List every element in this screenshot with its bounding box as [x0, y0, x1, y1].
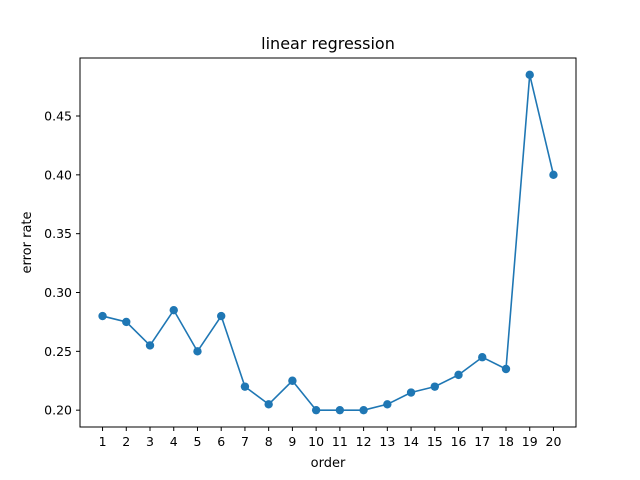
data-point	[288, 376, 297, 385]
x-tick-label: 4	[170, 434, 178, 449]
x-tick-label: 17	[474, 434, 490, 449]
y-tick-label: 0.25	[44, 344, 72, 359]
x-tick-label: 7	[241, 434, 249, 449]
data-point	[549, 170, 558, 180]
x-tick-label: 20	[546, 434, 562, 449]
series-line-group	[98, 70, 558, 415]
data-point	[193, 347, 202, 356]
series-line	[102, 74, 555, 411]
data-point	[311, 405, 321, 415]
data-point	[122, 317, 131, 327]
y-tick-label: 0.20	[44, 403, 72, 418]
x-tick-label: 6	[217, 434, 225, 449]
x-tick-label: 5	[193, 434, 201, 449]
y-tick-label: 0.35	[44, 226, 72, 241]
x-tick-label: 19	[522, 434, 538, 449]
x-tick-label: 18	[498, 434, 514, 449]
data-point	[478, 353, 487, 362]
chart-title: linear regression	[261, 34, 395, 53]
data-point	[335, 405, 345, 415]
data-point	[217, 311, 226, 321]
data-point	[169, 305, 178, 315]
x-tick-label: 11	[332, 434, 348, 449]
data-point	[430, 382, 439, 391]
y-axis: 0.20 0.25 0.30 0.35 0.40 0.45	[44, 109, 80, 418]
data-point	[525, 70, 534, 80]
data-point	[501, 364, 511, 374]
data-point	[264, 400, 273, 409]
y-tick-label: 0.45	[44, 109, 72, 124]
y-axis-label: error rate	[20, 211, 35, 273]
data-point	[240, 382, 250, 391]
y-tick-label: 0.40	[44, 167, 72, 182]
x-tick-label: 14	[403, 434, 419, 449]
x-tick-label: 10	[308, 434, 324, 449]
x-tick-label: 13	[379, 434, 395, 449]
data-point	[454, 370, 463, 380]
plot-area	[80, 58, 576, 427]
axes-frame	[79, 57, 577, 428]
data-point	[359, 405, 368, 415]
x-tick-label: 9	[288, 434, 296, 449]
x-tick-label: 2	[122, 434, 130, 449]
x-tick-label: 15	[427, 434, 443, 449]
x-axis-label: order	[311, 456, 346, 471]
x-tick-label: 3	[146, 434, 154, 449]
y-tick-label: 0.30	[44, 285, 72, 300]
data-point	[145, 341, 155, 350]
x-axis: 1 2 3 4 5 6 7 8 9 10 11 12 13 14 15 16 17 18 19 20	[99, 427, 562, 449]
x-tick-label: 16	[451, 434, 467, 449]
data-point	[98, 311, 107, 321]
x-tick-label: 12	[356, 434, 372, 449]
x-tick-label: 8	[265, 434, 273, 449]
data-point	[406, 388, 416, 397]
x-tick-label: 1	[99, 434, 107, 449]
data-point	[383, 400, 392, 409]
